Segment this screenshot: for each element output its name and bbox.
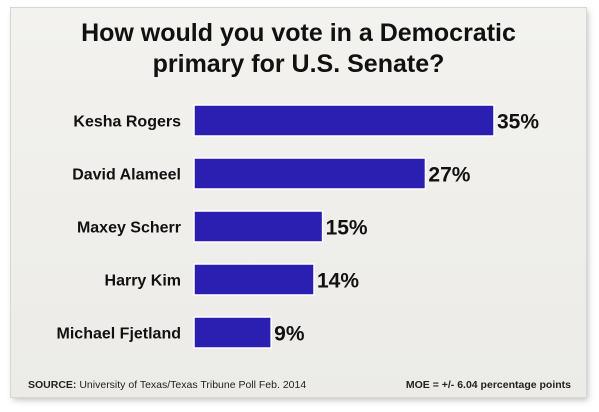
category-label: Kesha Rogers xyxy=(73,114,181,131)
source-text: University of Texas/Texas Tribune Poll F… xyxy=(79,379,307,391)
value-label: 9% xyxy=(274,323,305,346)
category-label: Maxey Scherr xyxy=(77,220,181,237)
bar-chart: Kesha Rogers 35% David Alameel 27% Maxey Sch… xyxy=(57,104,539,349)
bar xyxy=(193,104,495,137)
chart-title: How would you vote in a Democratic prima… xyxy=(11,18,586,80)
category-label: David Alameel xyxy=(72,167,181,184)
chart-title-line-1: How would you vote in a Democratic xyxy=(81,19,516,47)
value-label: 14% xyxy=(317,270,359,293)
category-label: Michael Fjetland xyxy=(57,326,181,343)
value-label: 35% xyxy=(497,111,539,134)
value-label: 15% xyxy=(326,217,368,240)
bar xyxy=(193,210,324,243)
source-label: SOURCE: xyxy=(28,379,77,391)
chart-card: How would you vote in a Democratic prima… xyxy=(11,8,586,397)
category-label: Harry Kim xyxy=(105,273,181,290)
value-label: 27% xyxy=(428,164,470,187)
bar xyxy=(193,263,315,296)
chart-title-line-2: primary for U.S. Senate? xyxy=(152,50,445,78)
source-note: SOURCE: University of Texas/Texas Tribun… xyxy=(28,379,306,391)
bar xyxy=(193,316,272,349)
bar xyxy=(193,157,427,190)
margin-of-error-note: MOE = +/- 6.04 percentage points xyxy=(405,379,571,391)
